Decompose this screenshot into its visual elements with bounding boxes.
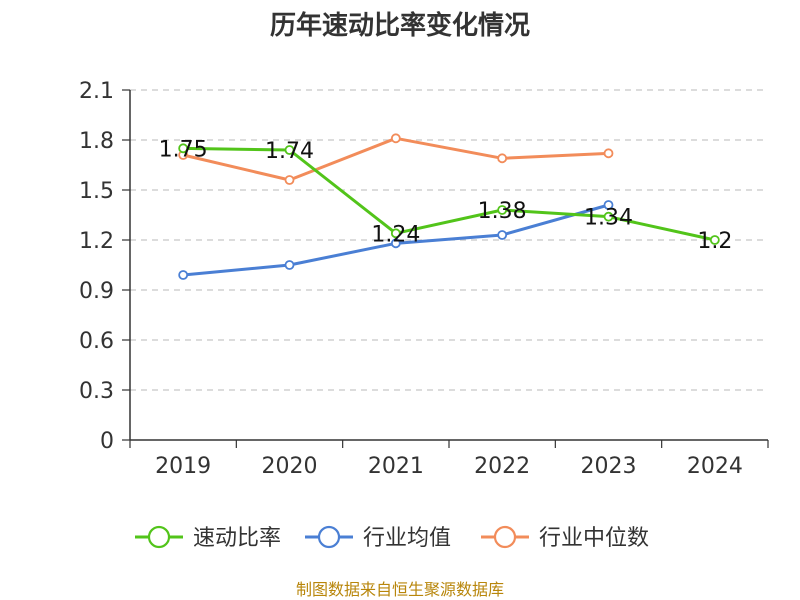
series-points [178,133,720,280]
y-tick-label: 0 [100,429,114,454]
data-labels: 1.75 1.74 1.24 1.38 1.34 1.2 [159,137,733,254]
series-1-point-0 [178,270,189,280]
data-label: 1.38 [478,199,527,224]
series-2-point-2 [390,133,401,144]
x-tick-label: 2019 [155,454,211,479]
series-0-point-4 [603,211,614,222]
legend: 速动比率 行业均值 行业中位数 [135,525,649,551]
series-1-point-3 [497,230,508,240]
y-tick-label: 1.8 [79,129,114,154]
x-tick-label: 2021 [368,454,424,479]
series-0-point-1 [284,145,295,155]
series-0-point-2 [390,228,401,239]
y-tick-label: 1.5 [79,179,114,204]
x-axis-ticks: 2019 2020 2021 2022 2023 2024 [129,440,769,479]
data-label: 1.24 [371,222,420,247]
y-tick-label: 0.9 [79,279,114,304]
legend-label: 速动比率 [193,526,281,551]
x-tick-label: 2023 [581,454,637,479]
series-0-point-0 [178,143,189,154]
series-0-point-3 [497,205,508,215]
data-label: 1.2 [697,229,732,254]
legend-marker-2 [493,525,517,549]
series-line-0 [183,146,716,242]
legend-marker-1 [317,525,341,549]
series-1-point-2 [390,238,401,249]
series-2-point-4 [603,148,614,159]
legend-item-2[interactable]: 行业中位数 [481,525,649,551]
legend-label: 行业均值 [363,526,451,551]
y-tick-label: 0.6 [79,329,114,354]
y-tick-label: 0.3 [79,379,114,404]
series-lines [182,136,716,277]
x-tick-label: 2024 [687,454,743,479]
series-line-2 [182,136,609,182]
series-2-point-1 [284,175,295,185]
y-axis-ticks: 0 0.3 0.6 0.9 1.2 1.5 1.8 2.1 [79,79,130,454]
series-1-point-4 [603,200,614,210]
legend-label: 行业中位数 [539,526,649,551]
data-label: 1.75 [159,137,208,162]
legend-item-1[interactable]: 行业均值 [305,525,451,551]
data-label: 1.34 [584,206,633,231]
series-2-point-3 [497,153,508,164]
x-tick-label: 2020 [262,454,318,479]
legend-marker-0 [147,525,171,549]
source-note: 制图数据来自恒生聚源数据库 [296,580,504,599]
axes [129,90,768,441]
series-1-point-1 [284,260,295,270]
x-tick-label: 2022 [474,454,530,479]
legend-item-0[interactable]: 速动比率 [135,525,281,551]
y-tick-label: 2.1 [79,79,114,104]
chart-title: 历年速动比率变化情况 [270,10,530,41]
series-0-point-5 [709,235,720,245]
y-tick-label: 1.2 [79,229,114,254]
data-label: 1.74 [265,139,314,164]
